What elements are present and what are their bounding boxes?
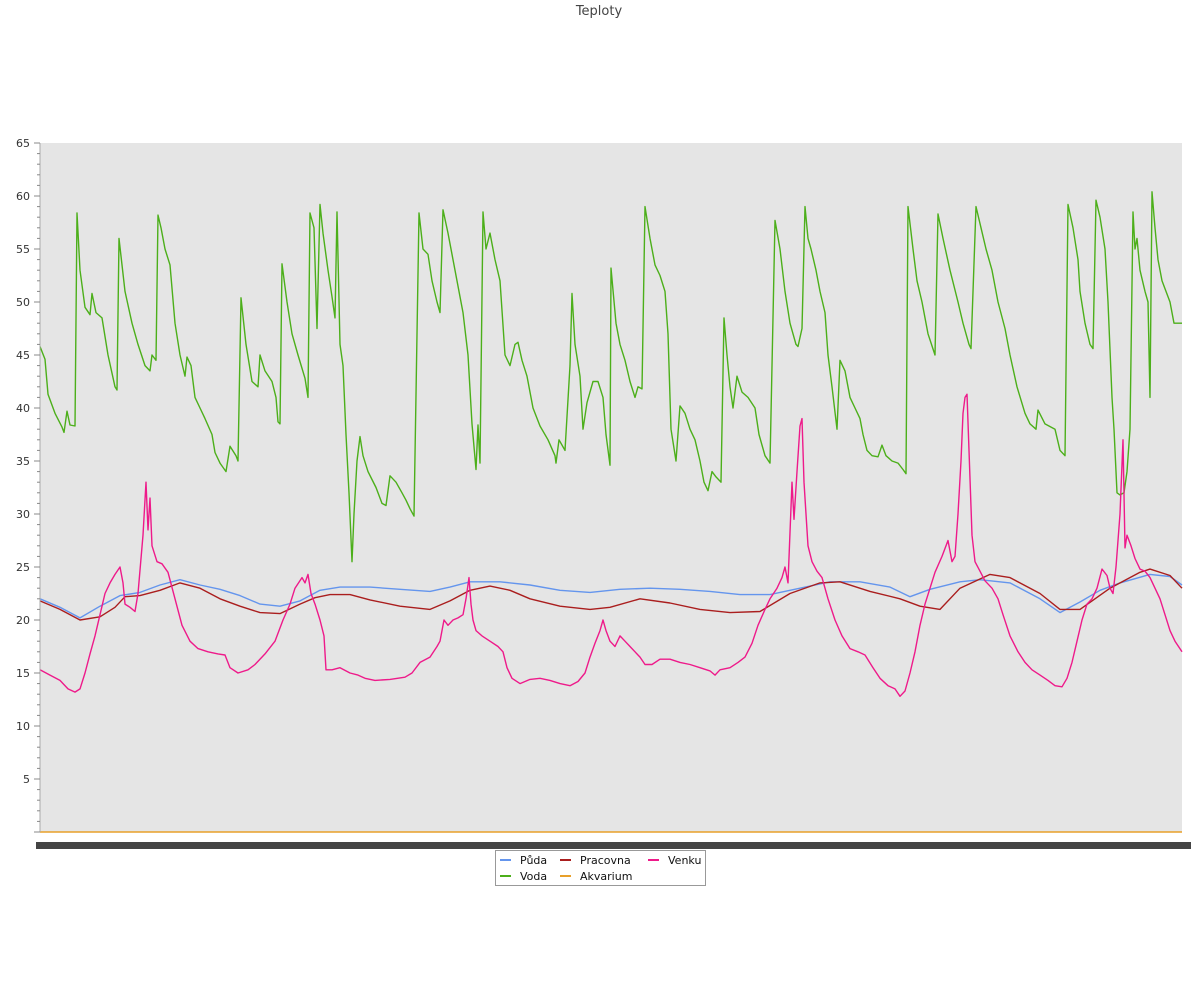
legend-label: Voda: [520, 870, 547, 883]
y-axis: 5 10 15 20 25 30 35 40 45 50 55 60 65: [16, 137, 41, 833]
y-tick-label: 50: [16, 296, 30, 309]
series-line-4: [39, 393, 1183, 697]
series-line-2: [39, 568, 1183, 621]
legend: Půda Pracovna Venku Voda Akvarium: [495, 850, 706, 886]
y-tick-label: 10: [16, 720, 30, 733]
x-axis: [36, 842, 1191, 849]
y-tick-label: 40: [16, 402, 30, 415]
y-tick-label: 60: [16, 190, 30, 203]
y-tick-label: 30: [16, 508, 30, 521]
y-tick-label: 15: [16, 667, 30, 680]
chart-title: Teploty: [575, 4, 623, 19]
legend-box: [495, 850, 706, 886]
plot-area: [40, 143, 1182, 832]
legend-label: Venku: [668, 854, 701, 867]
y-tick-label: 35: [16, 455, 30, 468]
y-tick-label: 5: [23, 773, 30, 786]
y-tick-label: 20: [16, 614, 30, 627]
y-tick-label: 25: [16, 561, 30, 574]
legend-label: Pracovna: [580, 854, 631, 867]
x-axis-tick-band: [36, 842, 1191, 849]
y-tick-label: 45: [16, 349, 30, 362]
legend-label: Půda: [520, 854, 547, 867]
series-layer: [39, 191, 1183, 833]
series-line-0: [39, 573, 1183, 619]
y-tick-label: 55: [16, 243, 30, 256]
y-tick-label: 65: [16, 137, 30, 150]
series-line-1: [39, 191, 1182, 563]
legend-label: Akvarium: [580, 870, 632, 883]
